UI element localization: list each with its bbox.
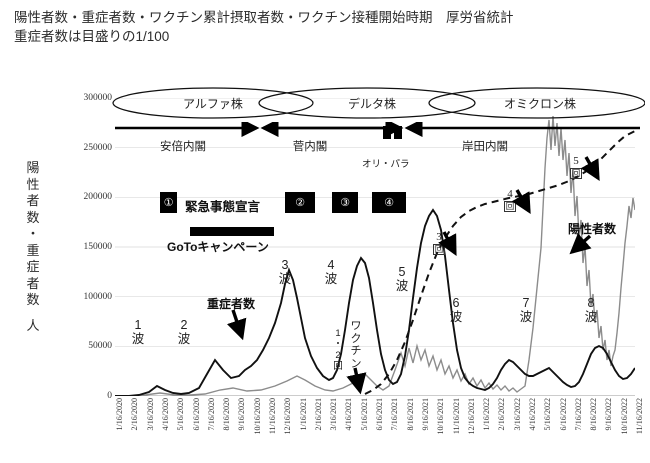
emergency-marker-4: ④ [372,192,406,213]
x-tick: 3/16/2021 [329,398,339,431]
y-axis-title-char: 性 [26,176,40,192]
x-tick: 11/16/2021 [451,398,461,435]
x-tick: 7/16/2021 [390,398,400,431]
y-axis-title-char: 者 [26,193,40,208]
x-tick: 1/16/2021 [298,398,308,431]
x-tick: 5/16/2022 [543,398,553,431]
y-axis-title-char: 重 [26,242,40,258]
variant-ellipse-delta [258,87,476,119]
x-tick: 9/16/2022 [604,398,614,431]
x-tick: 11/16/2022 [635,398,644,435]
x-tick: 4/16/2020 [160,398,170,431]
variant-ellipse-alpha [112,87,314,119]
x-tick: 10/16/2020 [252,398,262,435]
cabinet-label-suga: 菅内閣 [292,141,328,153]
y-axis-title-char: 陽 [26,160,40,175]
annotation-vaccine-label: ワ ク チ ン [350,320,362,370]
x-tick: 8/16/2021 [405,398,415,431]
variant-label-alpha: アルファ株 [183,97,243,111]
x-tick: 6/16/2020 [191,398,201,431]
cabinet-label-abe: 安倍内閣 [160,141,206,153]
y-tick: 150000 [83,242,113,252]
paralympics-marker-block [394,126,402,139]
y-tick: 100000 [83,291,113,302]
x-tick: 7/16/2022 [573,398,583,431]
page-title: 陽性者数・重症者数・ワクチン累計摂取者数・ワクチン接種開始時期 厚労省統計 重症… [14,8,644,46]
series-black-line [115,208,635,396]
gridlines [115,98,635,347]
annotation-dose-1-2-label: 1 ・ 2 回 [333,328,343,372]
x-tick: 2/16/2021 [313,398,323,431]
y-tick: 50000 [88,341,112,352]
chart-plot-area [115,98,635,396]
series-vaccine-dashed [364,130,635,395]
x-tick: 5/16/2020 [176,398,186,431]
goto-campaign-bar [190,227,274,236]
y-tick: 200000 [83,192,113,203]
y-axis-title-char: 数 [26,209,40,225]
y-axis-title-char: 症 [26,259,40,274]
x-tick: 2/16/2020 [130,398,140,431]
x-tick: 2/16/2022 [497,398,507,431]
x-tick: 4/16/2022 [527,398,537,431]
variant-label-delta: デルタ株 [347,97,396,111]
title-line-1: 陽性者数・重症者数・ワクチン累計摂取者数・ワクチン接種開始時期 厚労省統計 [14,10,514,25]
y-axis-unit: 人 [26,317,40,333]
annotation-severe-label: 重症者数 [207,297,256,311]
variant-periods: アルファ株 デルタ株 オミクロン株 [105,86,646,122]
x-axis-ticks: 1/16/2020 2/16/2020 3/16/2020 4/16/2020 … [115,398,644,460]
x-tick: 3/16/2020 [145,398,155,431]
x-tick: 8/16/2020 [222,398,232,431]
x-tick: 1/16/2020 [115,398,124,431]
x-tick: 6/16/2022 [558,398,568,431]
x-tick: 10/16/2022 [619,398,629,435]
emergency-marker-2: ② [285,192,315,213]
x-tick: 12/16/2021 [466,398,476,435]
x-tick: 10/16/2021 [436,398,446,435]
y-tick: 300000 [83,93,113,103]
y-axis-title-char: 数 [26,292,40,307]
emergency-marker-1: ① [160,192,177,213]
cabinet-label-kishida: 岸田内閣 [462,141,508,153]
emergency-marker-3: ③ [332,192,358,213]
olympics-label: オリ・パラ [362,159,410,170]
y-tick: 0 [107,391,112,401]
x-tick: 3/16/2022 [512,398,522,431]
x-tick: 9/16/2021 [420,398,430,431]
x-tick: 8/16/2022 [589,398,599,431]
x-tick: 12/16/2020 [283,398,293,435]
olympics-marker-block [383,126,391,139]
y-tick: 250000 [83,142,113,153]
title-line-2: 重症者数は目盛りの1/100 [14,29,170,44]
cabinet-period-arrows [105,118,645,138]
goto-campaign-label: GoToキャンペーン [167,240,269,254]
y-axis-title: 陽 性 者 数 ・ 重 症 者 数 人 [22,160,44,334]
x-tick: 11/16/2020 [267,398,277,435]
annotation-positive-label: 陽性者数 [568,222,617,236]
y-axis-title-char: ・ [26,226,40,241]
variant-label-omicron: オミクロン株 [503,97,576,111]
x-tick: 5/16/2021 [359,398,369,431]
x-tick: 6/16/2021 [375,398,384,431]
x-tick: 7/16/2020 [206,398,216,431]
x-tick: 4/16/2021 [344,398,354,431]
y-axis-ticks: 300000 250000 200000 150000 100000 50000… [56,0,113,463]
series-gray-line [115,115,635,396]
x-tick: 9/16/2020 [237,398,247,431]
x-tick: 1/16/2022 [482,398,492,431]
emergency-title: 緊急事態宣言 [185,200,261,214]
y-axis-title-char: 者 [26,275,40,291]
